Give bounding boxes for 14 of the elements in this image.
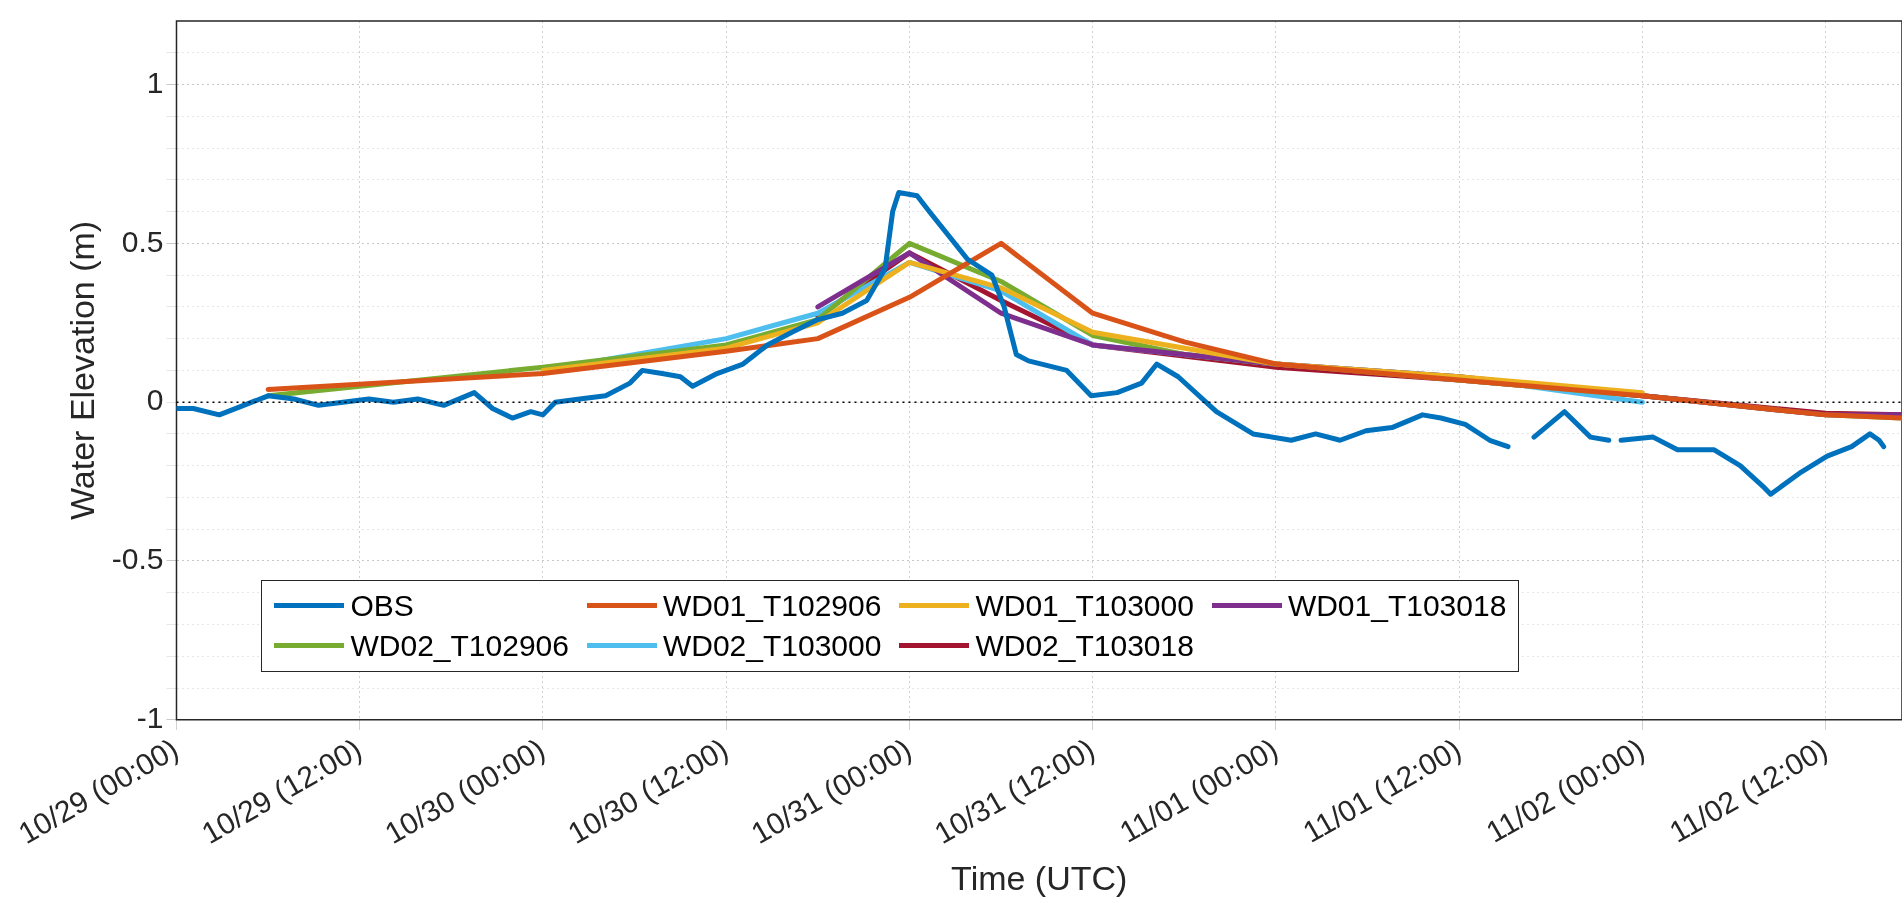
x-axis-title: Time (UTC) <box>951 858 1128 897</box>
y-tick-label: -1 <box>136 701 164 735</box>
y-tick-label: -0.5 <box>111 542 164 576</box>
y-tick-label: 0 <box>146 383 164 417</box>
legend-label: OBS <box>350 588 414 623</box>
legend-label: WD01_T102906 <box>662 588 882 623</box>
legend-label: WD01_T103000 <box>975 588 1194 623</box>
y-tick-label: 1 <box>146 65 164 99</box>
legend-label: WD02_T102906 <box>350 628 569 663</box>
legend-label: WD02_T103018 <box>975 628 1194 663</box>
legend-label: WD01_T103018 <box>1287 588 1507 623</box>
y-axis-title: Water Elevation (m) <box>62 220 101 520</box>
y-tick-label: 0.5 <box>121 224 164 258</box>
legend-label: WD02_T103000 <box>662 628 882 663</box>
